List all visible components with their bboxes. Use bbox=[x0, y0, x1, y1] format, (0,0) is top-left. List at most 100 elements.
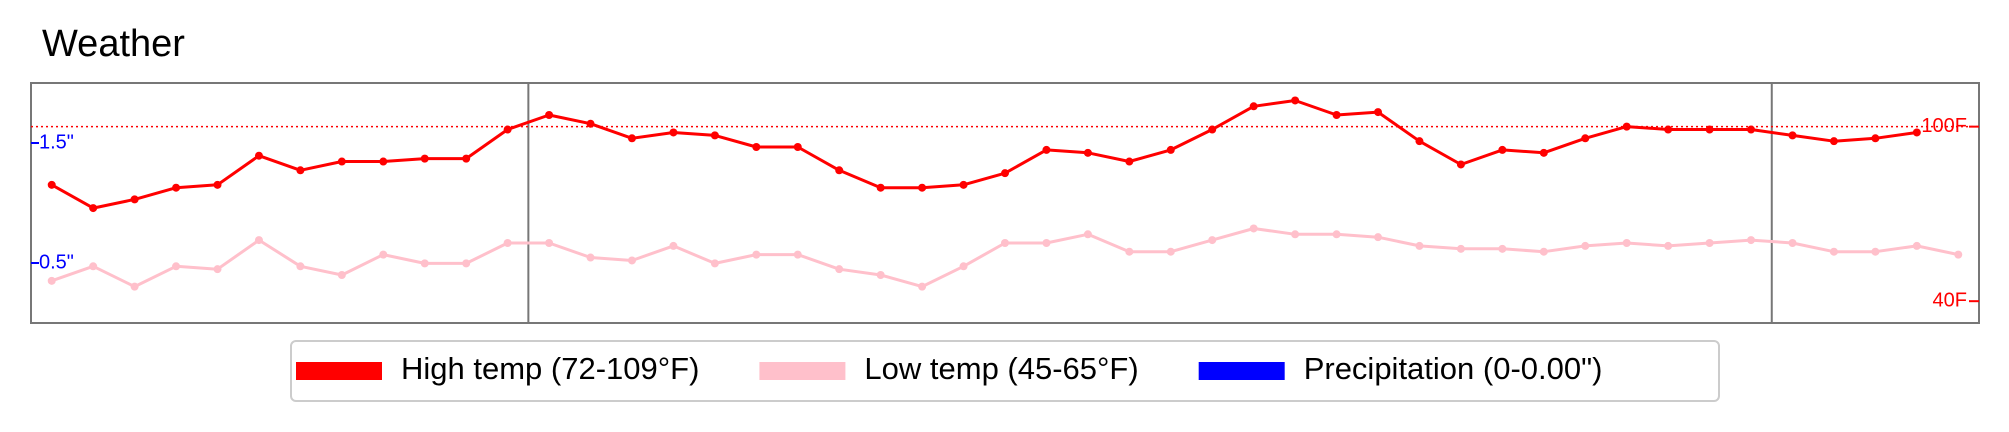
series-point bbox=[1871, 247, 1880, 256]
series-point bbox=[89, 204, 98, 213]
series-point bbox=[545, 111, 554, 119]
legend-label: Precipitation (0-0.00") bbox=[1304, 351, 1603, 386]
legend-box bbox=[290, 340, 1720, 402]
legend-swatch bbox=[1198, 362, 1285, 380]
series-point bbox=[296, 166, 305, 175]
series-point bbox=[47, 180, 56, 189]
series-point bbox=[1871, 134, 1880, 143]
series-point bbox=[130, 195, 139, 204]
series-point bbox=[1332, 111, 1341, 119]
series-point bbox=[793, 143, 802, 151]
series-point bbox=[1912, 128, 1921, 137]
series-point bbox=[254, 151, 263, 160]
series-point bbox=[1456, 160, 1465, 169]
series-point bbox=[1622, 122, 1631, 131]
series-point bbox=[296, 262, 305, 271]
series-point bbox=[254, 236, 263, 245]
series-point bbox=[379, 250, 388, 259]
series-point bbox=[1249, 224, 1258, 233]
plot-frame bbox=[30, 82, 1980, 324]
series-point bbox=[710, 259, 719, 268]
chart-title: Weather bbox=[42, 23, 185, 65]
series-point bbox=[627, 134, 636, 143]
series-point bbox=[462, 154, 471, 163]
series-point bbox=[130, 282, 139, 291]
series-point bbox=[337, 271, 346, 279]
series-point bbox=[1208, 236, 1217, 245]
series-point bbox=[420, 259, 429, 268]
series-point bbox=[752, 250, 761, 259]
series-point bbox=[1912, 241, 1921, 250]
y-tick-label: 100F bbox=[1921, 115, 1967, 137]
series-point bbox=[586, 253, 595, 262]
series-point bbox=[1456, 244, 1465, 253]
legend-label: Low temp (45-65°F) bbox=[864, 351, 1138, 386]
series-point bbox=[1498, 145, 1507, 154]
series-point bbox=[1083, 148, 1092, 157]
series-point bbox=[379, 157, 388, 166]
series-point bbox=[876, 183, 885, 192]
series-point bbox=[959, 180, 968, 189]
series-point bbox=[172, 183, 181, 192]
series-point bbox=[1374, 108, 1383, 117]
y2-tick-label: 0.5" bbox=[39, 251, 74, 273]
series-point bbox=[1166, 247, 1175, 256]
series-point bbox=[1498, 244, 1507, 253]
series-point bbox=[1829, 247, 1838, 256]
series-point bbox=[918, 183, 927, 192]
series-point bbox=[1415, 241, 1424, 250]
series-point bbox=[1954, 250, 1963, 259]
series-point bbox=[918, 282, 927, 291]
series-point bbox=[1249, 102, 1258, 111]
legend-swatch bbox=[296, 362, 382, 380]
series-point bbox=[793, 250, 802, 259]
series-point bbox=[1829, 137, 1838, 146]
series-point bbox=[1581, 241, 1590, 250]
series-point bbox=[1125, 157, 1134, 166]
series-point bbox=[1001, 169, 1009, 178]
series-point bbox=[1042, 239, 1051, 247]
series-point bbox=[503, 125, 512, 134]
series-point bbox=[1291, 96, 1300, 105]
series-point bbox=[752, 143, 761, 151]
series-point bbox=[669, 128, 678, 137]
series-point bbox=[1705, 239, 1714, 247]
series-point bbox=[1664, 125, 1673, 134]
series-line bbox=[50, 99, 1918, 210]
series-point bbox=[835, 166, 844, 175]
series-point bbox=[627, 256, 636, 265]
series-point bbox=[1705, 125, 1714, 134]
series-point bbox=[1747, 125, 1756, 134]
series-point bbox=[462, 259, 471, 268]
series-point bbox=[1291, 230, 1300, 239]
series-point bbox=[1747, 236, 1756, 245]
series-point bbox=[1083, 230, 1092, 239]
series-point bbox=[337, 157, 346, 166]
y-tick-label: 40F bbox=[1933, 289, 1967, 311]
series-point bbox=[959, 262, 968, 271]
series-point bbox=[1539, 247, 1548, 256]
series-point bbox=[172, 262, 181, 271]
series-point bbox=[835, 265, 844, 274]
series-point bbox=[47, 276, 56, 285]
series-point bbox=[1001, 239, 1009, 247]
series-point bbox=[1208, 125, 1217, 134]
series-point bbox=[1415, 137, 1424, 146]
series-point bbox=[669, 241, 678, 250]
series-point bbox=[213, 180, 222, 189]
series-point bbox=[545, 239, 554, 247]
series-point bbox=[503, 239, 512, 247]
series-point bbox=[1788, 239, 1797, 247]
series-point bbox=[420, 154, 429, 163]
series-point bbox=[89, 262, 98, 271]
series-point bbox=[1539, 148, 1548, 157]
series-point bbox=[710, 131, 719, 140]
series-point bbox=[1788, 131, 1797, 140]
series-point bbox=[1042, 145, 1051, 154]
series-point bbox=[586, 119, 595, 128]
legend-swatch bbox=[759, 362, 846, 380]
series-point bbox=[1374, 233, 1383, 242]
series-point bbox=[876, 271, 885, 279]
series-point bbox=[1332, 230, 1341, 239]
